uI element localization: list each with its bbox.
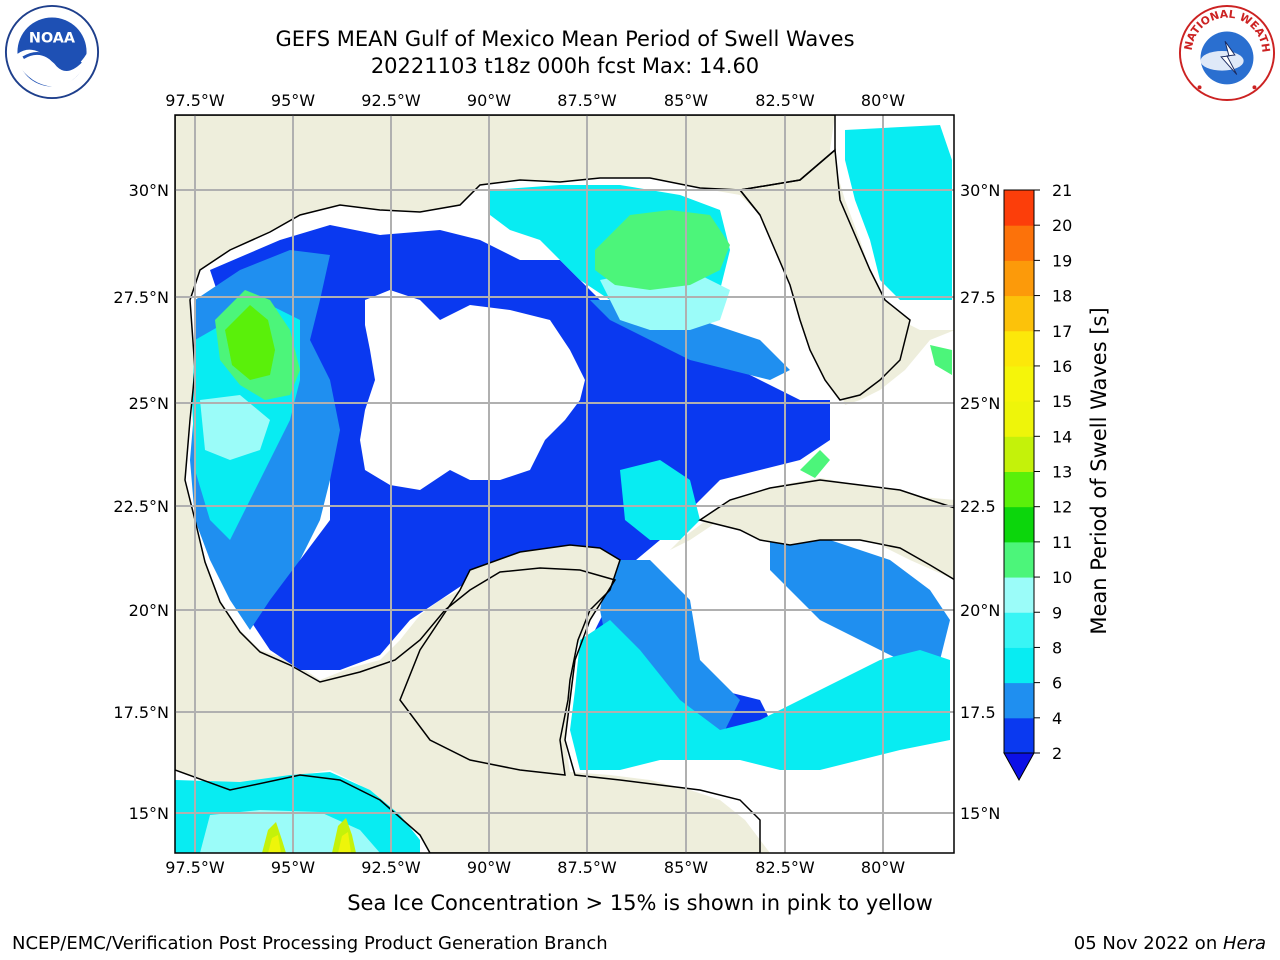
lat-tick-label: 30°N <box>129 181 169 200</box>
lat-tick-label: 15°N <box>129 804 169 823</box>
credit-host: Hera <box>1222 933 1266 954</box>
colorbar-tick-label: 10 <box>1052 568 1072 587</box>
colorbar-segment <box>1004 365 1034 402</box>
colorbar-segment <box>1004 401 1034 437</box>
colorbar-segment <box>1004 295 1034 332</box>
colorbar-segment <box>1004 471 1034 508</box>
colorbar-tick-label: 4 <box>1052 709 1062 728</box>
credit-organization: NCEP/EMC/Verification Post Processing Pr… <box>12 933 608 954</box>
colorbar-segment <box>1004 225 1034 261</box>
colorbar-tick-label: 18 <box>1052 287 1072 306</box>
lat-tick-label: 27.5°N <box>113 288 169 307</box>
lat-tick-label: 25°N <box>960 394 1000 413</box>
florida <box>738 148 911 401</box>
noaa-logo: NOAA <box>4 4 100 100</box>
colorbar-tick-label: 16 <box>1052 357 1072 376</box>
colorbar-extend-arrow <box>1003 752 1035 782</box>
lon-tick-label: 85°W <box>664 91 708 110</box>
colorbar-tick-label: 2 <box>1052 744 1062 763</box>
colorbar-tick-label: 21 <box>1052 181 1072 200</box>
lon-tick-label: 82.5°W <box>755 91 815 110</box>
noaa-text: NOAA <box>29 30 76 46</box>
credit-date-text: 05 Nov 2022 on <box>1073 933 1223 954</box>
chart-subtitle: 20221103 t18z 000h fcst Max: 14.60 <box>370 54 760 78</box>
colorbar-segment <box>1004 612 1034 648</box>
colorbar-segment <box>1004 682 1034 719</box>
lon-tick-label: 97.5°W <box>165 91 225 110</box>
lat-tick-label: 22.5°N <box>113 497 169 516</box>
latitude-labels-right: 30°N 27.5 25°N 22.5 20°N 17.5 15°N <box>960 181 1000 823</box>
colorbar-tick-label: 15 <box>1052 392 1072 411</box>
lat-tick-label: 17.5 <box>960 703 996 722</box>
colorbar-tick-label: 8 <box>1052 638 1062 657</box>
lon-tick-label: 80°W <box>861 91 905 110</box>
colorbar-tick-label: 20 <box>1052 216 1072 235</box>
colorbar-segment <box>1004 260 1034 297</box>
lat-tick-label: 15°N <box>960 804 1000 823</box>
sea-ice-caption: Sea Ice Concentration > 15% is shown in … <box>347 891 933 915</box>
lon-tick-label: 87.5°W <box>557 91 617 110</box>
map-area <box>175 115 954 853</box>
colorbar-segment <box>1004 541 1034 578</box>
lat-tick-label: 22.5 <box>960 497 996 516</box>
lon-tick-label: 97.5°W <box>165 858 225 877</box>
colorbar-tick-label: 11 <box>1052 533 1072 552</box>
lon-tick-label: 90°W <box>467 91 511 110</box>
national-weather-service-logo: NATIONAL WEATHER SERVICE <box>1178 4 1276 102</box>
lat-tick-label: 25°N <box>129 394 169 413</box>
lon-tick-label: 80°W <box>861 858 905 877</box>
colorbar-segment <box>1004 647 1034 684</box>
graticule <box>175 115 954 853</box>
colorbar-tick-label: 12 <box>1052 498 1072 517</box>
lon-tick-label: 90°W <box>467 858 511 877</box>
longitude-labels-bottom: 97.5°W 95°W 92.5°W 90°W 87.5°W 85°W 82.5°W 80°W <box>165 858 905 877</box>
latitude-labels-left: 30°N 27.5°N 25°N 22.5°N 20°N 17.5°N 15°N <box>113 181 169 823</box>
colorbar: 2 4 6 8 9 10 11 12 13 14 15 16 17 18 19 20 21 <box>1003 181 1072 782</box>
lat-tick-label: 20°N <box>129 601 169 620</box>
lat-tick-label: 30°N <box>960 181 1000 200</box>
lon-tick-label: 92.5°W <box>361 858 421 877</box>
colorbar-tick-label: 19 <box>1052 251 1072 270</box>
lon-tick-label: 95°W <box>271 858 315 877</box>
credit-date: 05 Nov 2022 on Hera <box>1074 933 1266 954</box>
cuba <box>698 479 954 581</box>
colorbar-segment <box>1004 577 1034 613</box>
colorbar-tick-label: 14 <box>1052 427 1072 446</box>
lon-tick-label: 95°W <box>271 91 315 110</box>
colorbar-tick-label: 13 <box>1052 463 1072 482</box>
colorbar-segment <box>1004 190 1034 226</box>
lat-tick-label: 17.5°N <box>113 703 169 722</box>
colorbar-tick-label: 6 <box>1052 674 1062 693</box>
longitude-labels-top: 97.5°W 95°W 92.5°W 90°W 87.5°W 85°W 82.5°W 80°W <box>165 91 905 110</box>
lon-tick-label: 82.5°W <box>755 858 815 877</box>
lat-tick-label: 20°N <box>960 601 1000 620</box>
lat-tick-label: 27.5 <box>960 288 996 307</box>
lon-tick-label: 85°W <box>664 858 708 877</box>
lon-tick-label: 87.5°W <box>557 858 617 877</box>
colorbar-segment <box>1004 506 1034 543</box>
colorbar-tick-label: 9 <box>1052 603 1062 622</box>
colorbar-segment <box>1004 330 1034 367</box>
chart-title: GEFS MEAN Gulf of Mexico Mean Period of … <box>275 27 855 51</box>
colorbar-segment <box>1004 717 1034 754</box>
colorbar-tick-label: 17 <box>1052 322 1072 341</box>
central-america <box>175 115 836 853</box>
colorbar-label: Mean Period of Swell Waves [s] <box>1087 307 1111 634</box>
lon-tick-label: 92.5°W <box>361 91 421 110</box>
map-frame <box>174 114 955 854</box>
swell-period-contours <box>175 125 952 853</box>
colorbar-segment <box>1004 436 1034 472</box>
